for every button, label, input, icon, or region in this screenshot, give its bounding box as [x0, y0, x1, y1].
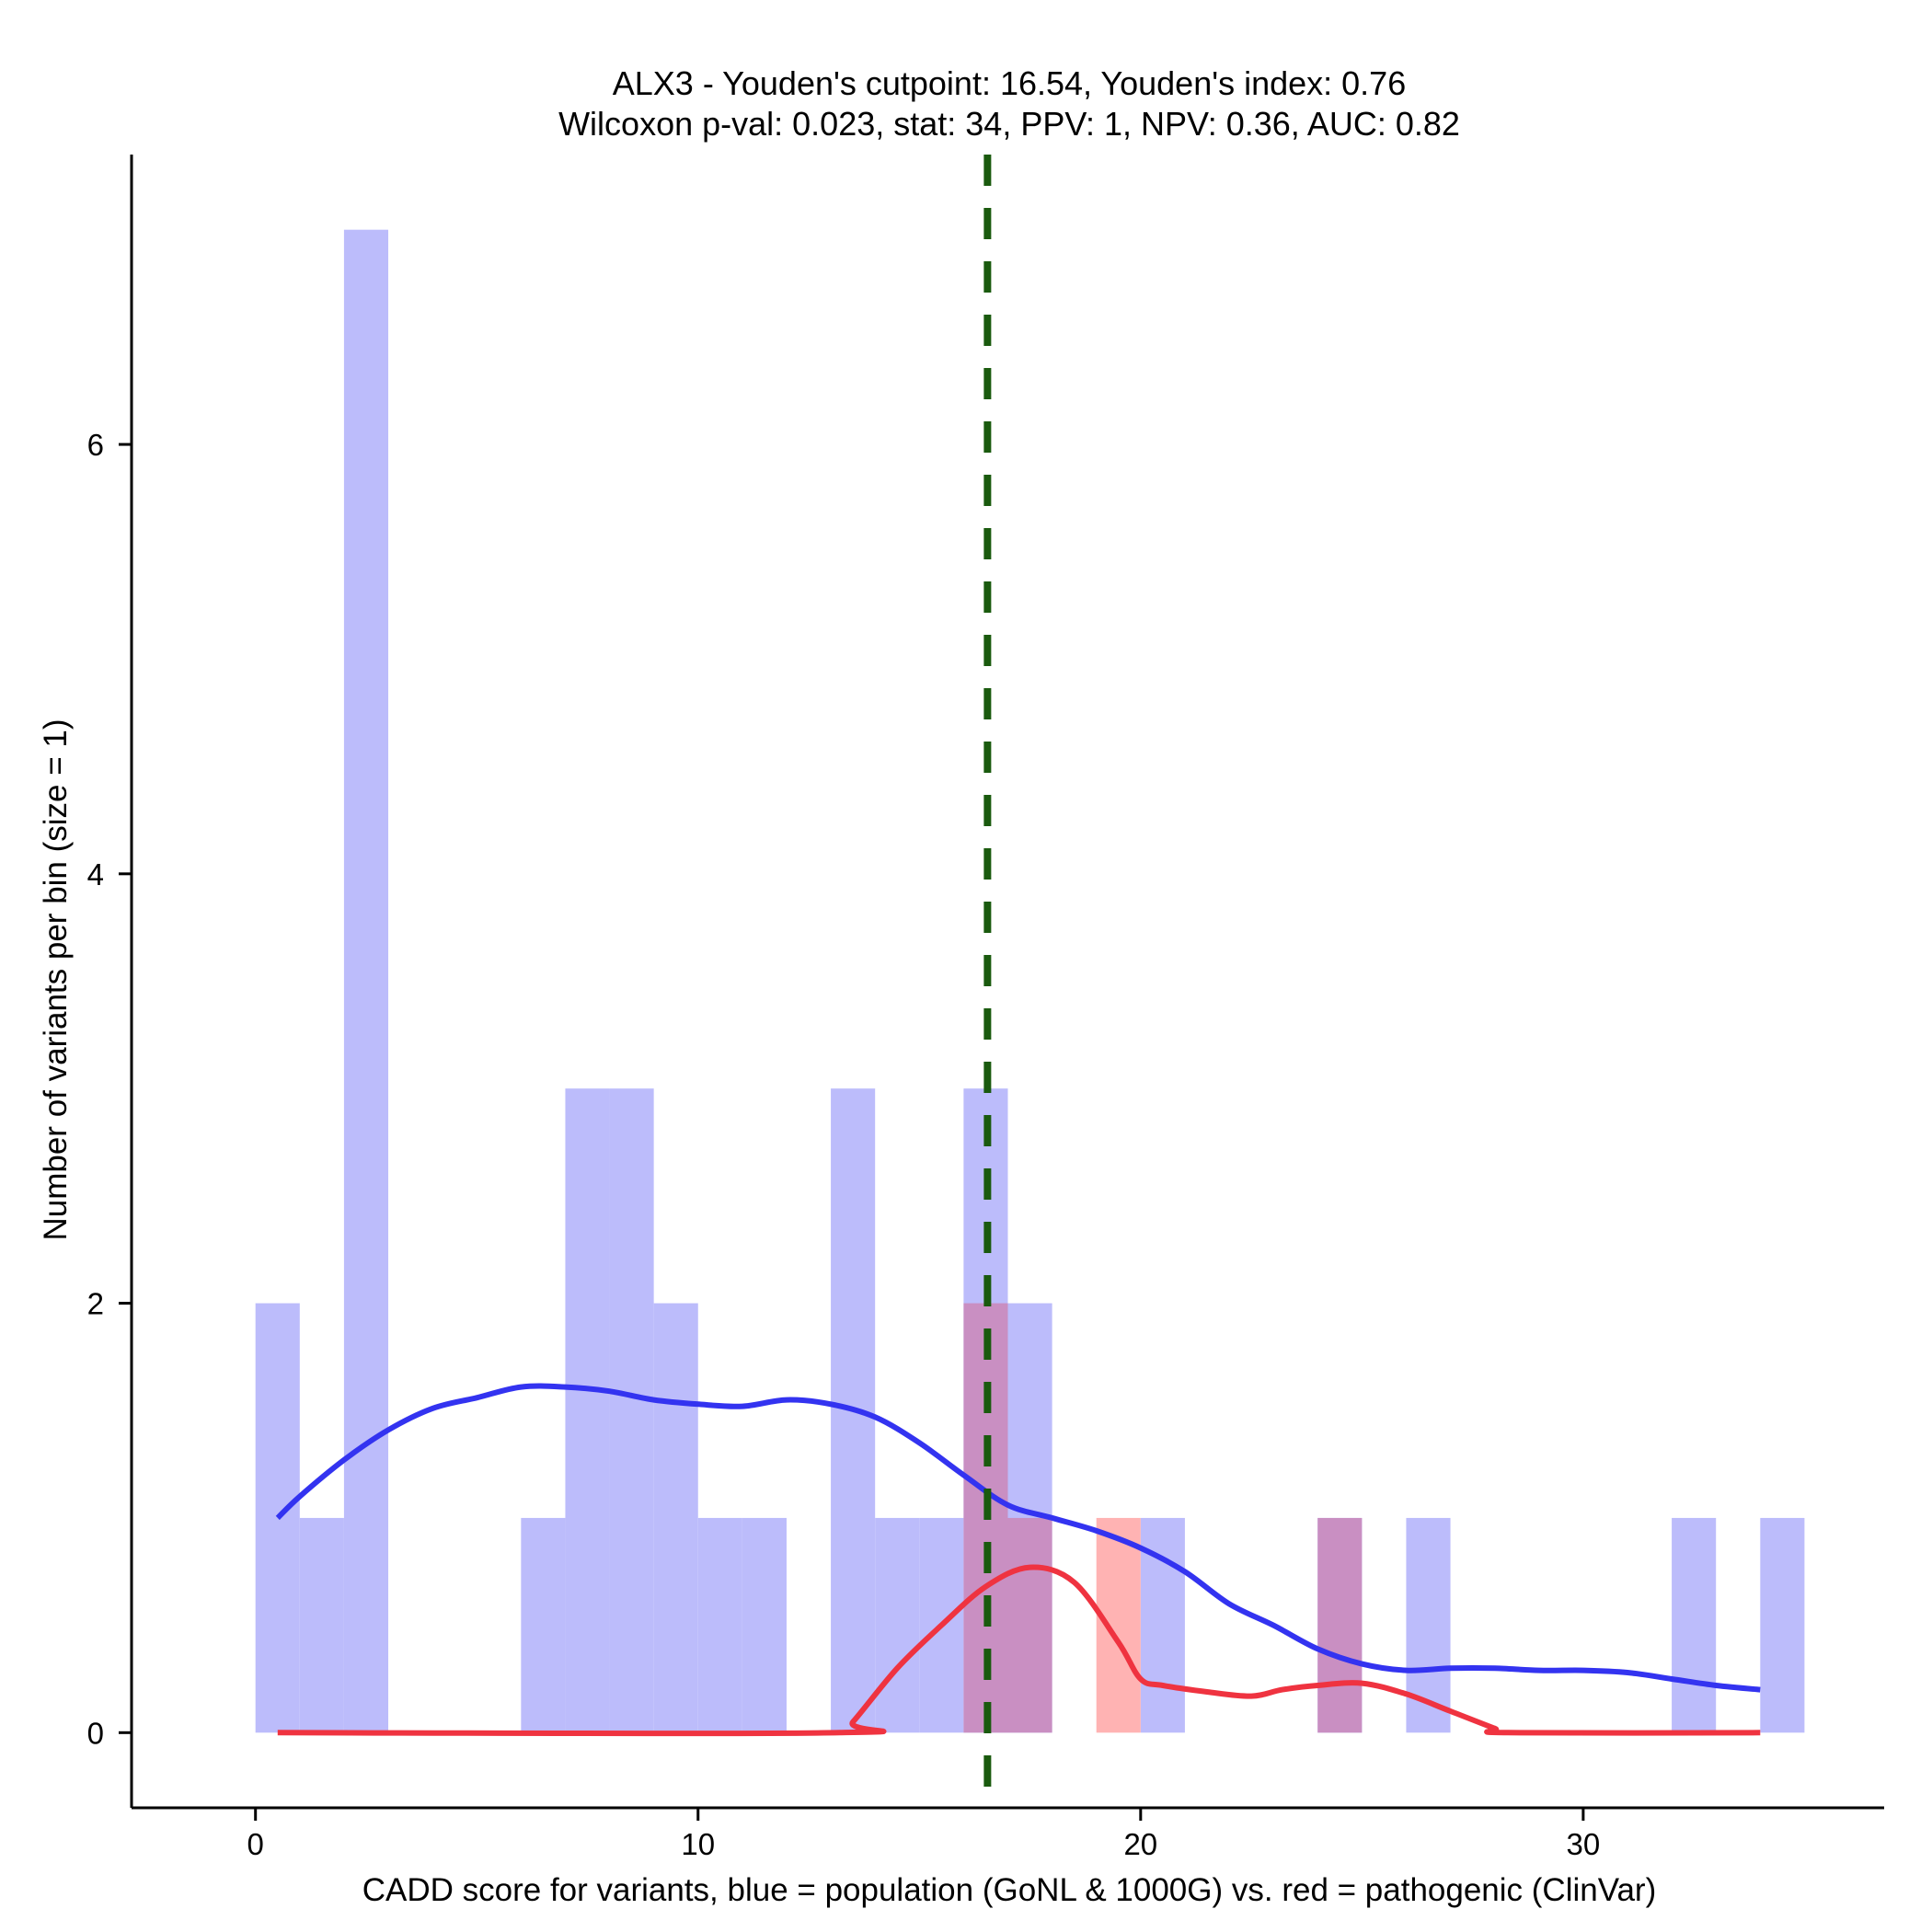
y-axis-label: Number of variants per bin (size = 1): [38, 719, 74, 1240]
pathogenic-bar: [1007, 1517, 1052, 1733]
population-bar: [565, 1088, 610, 1733]
y-tick-label: 0: [87, 1716, 104, 1750]
x-axis-label: CADD score for variants, blue = populati…: [362, 1872, 1657, 1908]
population-density-line: [275, 1383, 1761, 1693]
chart-title: ALX3 - Youden's cutpoint: 16.54, Youden'…: [613, 64, 1406, 102]
population-bar: [653, 1303, 698, 1733]
population-bar: [742, 1517, 787, 1733]
x-tick-label: 10: [681, 1827, 715, 1861]
population-bar: [299, 1517, 344, 1733]
y-tick-label: 2: [87, 1287, 104, 1321]
population-bar: [255, 1303, 300, 1733]
population-bar: [521, 1517, 566, 1733]
population-bar: [697, 1517, 742, 1733]
population-bar: [875, 1517, 920, 1733]
x-tick-label: 0: [247, 1827, 264, 1861]
density-lines: [275, 1383, 1761, 1737]
population-bar: [1760, 1517, 1805, 1733]
x-tick-label: 20: [1123, 1827, 1157, 1861]
population-bars: [255, 229, 1805, 1733]
pathogenic-bar: [1317, 1517, 1363, 1733]
pathogenic-bar: [1096, 1517, 1141, 1733]
x-axis-ticks: 0 10 20 30: [247, 1808, 1601, 1861]
y-tick-label: 4: [87, 857, 104, 891]
pathogenic-density-line: [277, 1564, 1761, 1737]
x-tick-label: 30: [1567, 1827, 1601, 1861]
population-bar: [343, 229, 389, 1733]
chart-subtitle: Wilcoxon p-val: 0.023, stat: 34, PPV: 1,…: [558, 105, 1460, 143]
population-bar: [1672, 1517, 1717, 1733]
population-bar: [609, 1088, 654, 1733]
y-axis-ticks: 0 2 4 6: [87, 428, 132, 1750]
y-tick-label: 6: [87, 428, 104, 462]
